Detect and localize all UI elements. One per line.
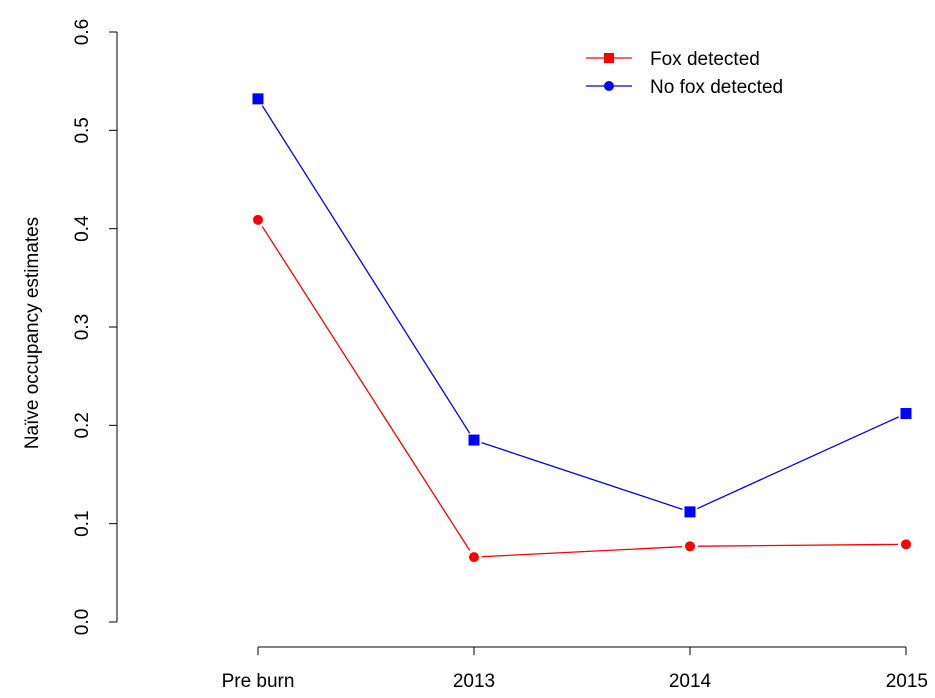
data-point-2013: [468, 434, 480, 446]
x-tick-label: 2015: [886, 671, 928, 692]
data-point-2014: [685, 541, 695, 552]
legend-item-fox-detected: Fox detected: [586, 49, 760, 70]
x-ticks: Pre burn 2013 2014 2015: [222, 647, 928, 692]
y-axis-title: Naïve occupancy estimates: [22, 217, 43, 449]
series-group: [252, 93, 912, 563]
y-tick-label: 0.6: [72, 19, 93, 45]
series-segment: [697, 416, 899, 510]
y-tick-label: 0.1: [72, 510, 93, 536]
series-segment: [481, 441, 683, 510]
y-axis: 0.0 0.1 0.2 0.3 0.4 0.5 0.6 Naïve occupancy es…: [22, 19, 118, 635]
data-point-pre-burn: [253, 214, 263, 225]
legend-label-fox-detected: Fox detected: [650, 49, 760, 70]
data-point-2013: [469, 552, 479, 563]
legend: Fox detected No fox detected: [586, 49, 783, 98]
series-fox-detected: [253, 214, 911, 563]
y-tick-label: 0.5: [72, 117, 93, 143]
series-no-fox-detected: [252, 93, 912, 518]
data-point-2015: [900, 408, 912, 420]
x-axis: Pre burn 2013 2014 2015: [222, 646, 928, 692]
data-point-2015: [901, 539, 911, 550]
data-point-pre-burn: [252, 93, 264, 105]
series-segment: [261, 226, 471, 551]
legend-marker-fox-detected: [604, 53, 614, 63]
y-tick-label: 0.0: [72, 609, 93, 635]
series-segment: [697, 543, 899, 547]
data-point-2014: [684, 506, 696, 518]
y-tick-label: 0.4: [72, 215, 93, 242]
legend-marker-no-fox-detected: [604, 81, 614, 91]
series-segment: [481, 546, 683, 558]
x-tick-label: 2014: [669, 671, 712, 692]
y-tick-label: 0.2: [72, 412, 93, 438]
x-tick-label: Pre burn: [222, 671, 295, 692]
y-ticks: 0.0 0.1 0.2 0.3 0.4 0.5 0.6: [72, 19, 117, 635]
y-tick-label: 0.3: [72, 314, 93, 340]
x-tick-label: 2013: [453, 671, 495, 692]
legend-label-no-fox-detected: No fox detected: [650, 77, 783, 98]
legend-item-no-fox-detected: No fox detected: [586, 77, 783, 98]
series-segment: [261, 105, 471, 434]
